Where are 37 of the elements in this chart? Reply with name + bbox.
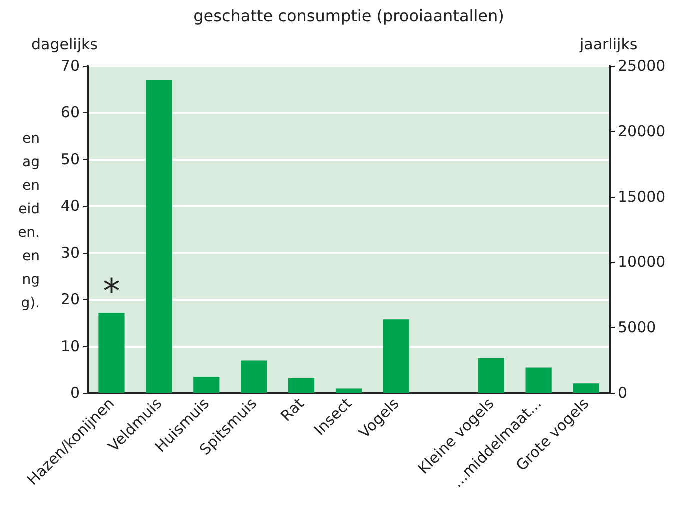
y2-tick-label: 15000 <box>618 188 666 206</box>
text: en <box>22 178 40 194</box>
text: ag <box>22 154 40 170</box>
text: en <box>22 248 40 264</box>
y-tick-label: 50 <box>60 150 80 168</box>
text: ng <box>22 272 40 288</box>
y2-tick-label: 10000 <box>618 253 666 272</box>
text: eid <box>18 202 40 218</box>
bar <box>573 384 600 393</box>
text: en. <box>18 225 40 241</box>
y-tick-label: 60 <box>60 104 80 122</box>
y-axis-title: dagelijks <box>32 36 98 54</box>
y2-tick-label: 20000 <box>618 122 666 140</box>
bar <box>98 313 125 393</box>
y-tick-label: 30 <box>60 244 80 262</box>
bar <box>288 378 315 393</box>
bar <box>478 358 504 393</box>
y-tick-label: 40 <box>60 197 80 216</box>
y2-tick-label: 5000 <box>618 318 656 337</box>
y2-tick-label: 0 <box>618 384 628 402</box>
y2-tick-label: 25000 <box>618 57 666 75</box>
bar <box>526 368 552 393</box>
bar <box>383 320 410 393</box>
annotation: * <box>103 272 120 312</box>
y-tick-label: 70 <box>60 57 80 75</box>
bar <box>146 80 172 393</box>
bar <box>336 388 362 393</box>
y2-axis-title: jaarlijks <box>579 36 638 54</box>
bar <box>241 360 268 393</box>
y-tick-label: 0 <box>70 384 80 402</box>
y-tick-label: 10 <box>60 337 80 356</box>
bar <box>194 377 220 393</box>
text: en <box>22 131 40 147</box>
x-tick-label: Rat <box>277 394 308 426</box>
chart-title: geschatte consumptie (prooiaantallen) <box>194 6 504 26</box>
y-tick-label: 20 <box>60 290 80 309</box>
text: g). <box>21 296 40 312</box>
